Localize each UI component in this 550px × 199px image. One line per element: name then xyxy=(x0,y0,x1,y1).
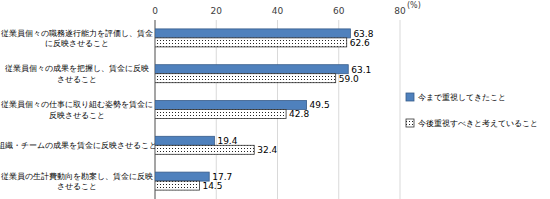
bar xyxy=(155,136,214,145)
grid-line xyxy=(400,20,401,199)
tick-label: 80 xyxy=(394,6,406,16)
data-label: 32.4 xyxy=(257,145,277,155)
data-labels: 63.863.149.519.417.762.659.042.832.414.5 xyxy=(202,29,373,191)
data-label: 14.5 xyxy=(202,181,222,191)
data-label: 49.5 xyxy=(310,100,330,110)
bars xyxy=(155,29,350,190)
category-label: 従業員の生計費動向を勘案し、賃金に反映させること xyxy=(1,172,153,192)
axis-label: (%) xyxy=(407,1,421,10)
chart-svg: 0 20 40 60 80(%) 従業員個々の職務遂行能力を評価し、賃金に反映させること従… xyxy=(0,0,550,199)
bar xyxy=(155,181,199,190)
legend-label: 今まで重視してきたこと xyxy=(418,93,506,102)
bar xyxy=(155,65,348,74)
category-label: 従業員個々の仕事に取り組む姿勢を賃金に反映させること xyxy=(1,100,153,120)
category-label: 従業員個々の成果を把握し、賃金に反映させること xyxy=(5,64,149,84)
bar xyxy=(155,74,336,83)
legend: 今まで重視してきたこと今後重視すべきと考えていること xyxy=(406,93,538,128)
bar xyxy=(155,110,286,119)
category-label: 従業員個々の職務遂行能力を評価し、賃金に反映させること xyxy=(1,29,153,49)
category-label: 組織・チームの成果を賃金に反映させること xyxy=(0,141,157,150)
data-label: 59.0 xyxy=(339,74,359,84)
tick-label: 60 xyxy=(333,6,345,16)
legend-label: 今後重視すべきと考えていること xyxy=(418,119,538,128)
bar xyxy=(155,101,307,110)
data-label: 62.6 xyxy=(350,38,370,48)
tick-label: 0 xyxy=(152,6,158,16)
tick-label: 20 xyxy=(211,6,223,16)
legend-swatch xyxy=(406,93,414,101)
data-label: 42.8 xyxy=(289,109,309,119)
legend-swatch xyxy=(406,119,414,127)
data-label: 19.4 xyxy=(217,136,237,146)
bar xyxy=(155,38,347,47)
bar xyxy=(155,172,209,181)
bar xyxy=(155,29,350,38)
tick-label: 40 xyxy=(272,6,284,16)
bar xyxy=(155,145,254,154)
chart-container: 0 20 40 60 80(%) 従業員個々の職務遂行能力を評価し、賃金に反映させること従… xyxy=(0,0,550,199)
